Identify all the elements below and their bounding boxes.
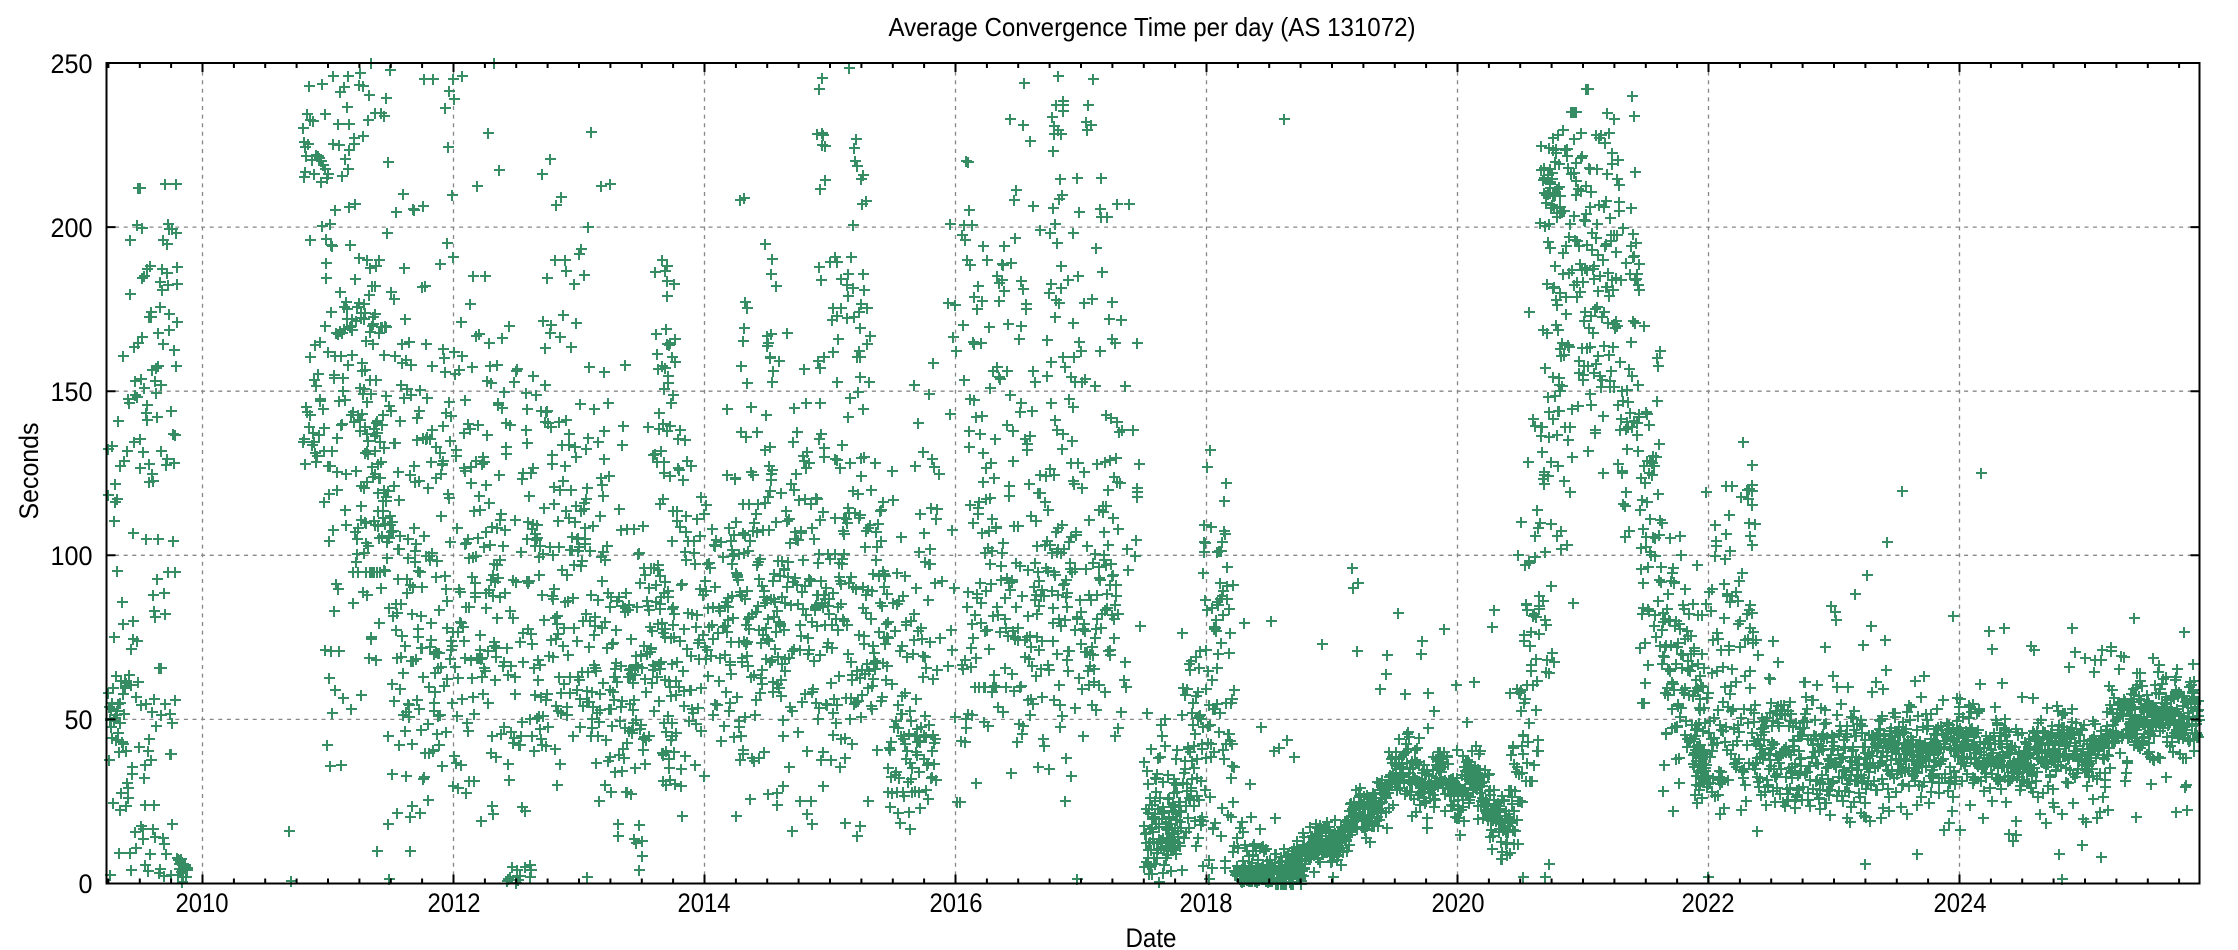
svg-text:2012: 2012	[428, 888, 481, 918]
svg-text:2010: 2010	[176, 888, 229, 918]
svg-text:2016: 2016	[930, 888, 983, 918]
svg-text:2014: 2014	[678, 888, 731, 918]
svg-text:200: 200	[51, 213, 93, 243]
svg-text:100: 100	[51, 541, 93, 571]
svg-text:250: 250	[51, 49, 93, 79]
svg-text:2024: 2024	[1934, 888, 1987, 918]
svg-text:2022: 2022	[1682, 888, 1735, 918]
svg-text:Seconds: Seconds	[14, 423, 44, 520]
svg-text:0: 0	[79, 869, 93, 899]
svg-text:2020: 2020	[1432, 888, 1485, 918]
svg-text:Date: Date	[1126, 923, 1177, 950]
svg-text:Average Convergence Time per d: Average Convergence Time per day (AS 131…	[889, 12, 1416, 42]
svg-text:2018: 2018	[1180, 888, 1233, 918]
svg-text:50: 50	[65, 705, 93, 735]
svg-text:150: 150	[51, 377, 93, 407]
